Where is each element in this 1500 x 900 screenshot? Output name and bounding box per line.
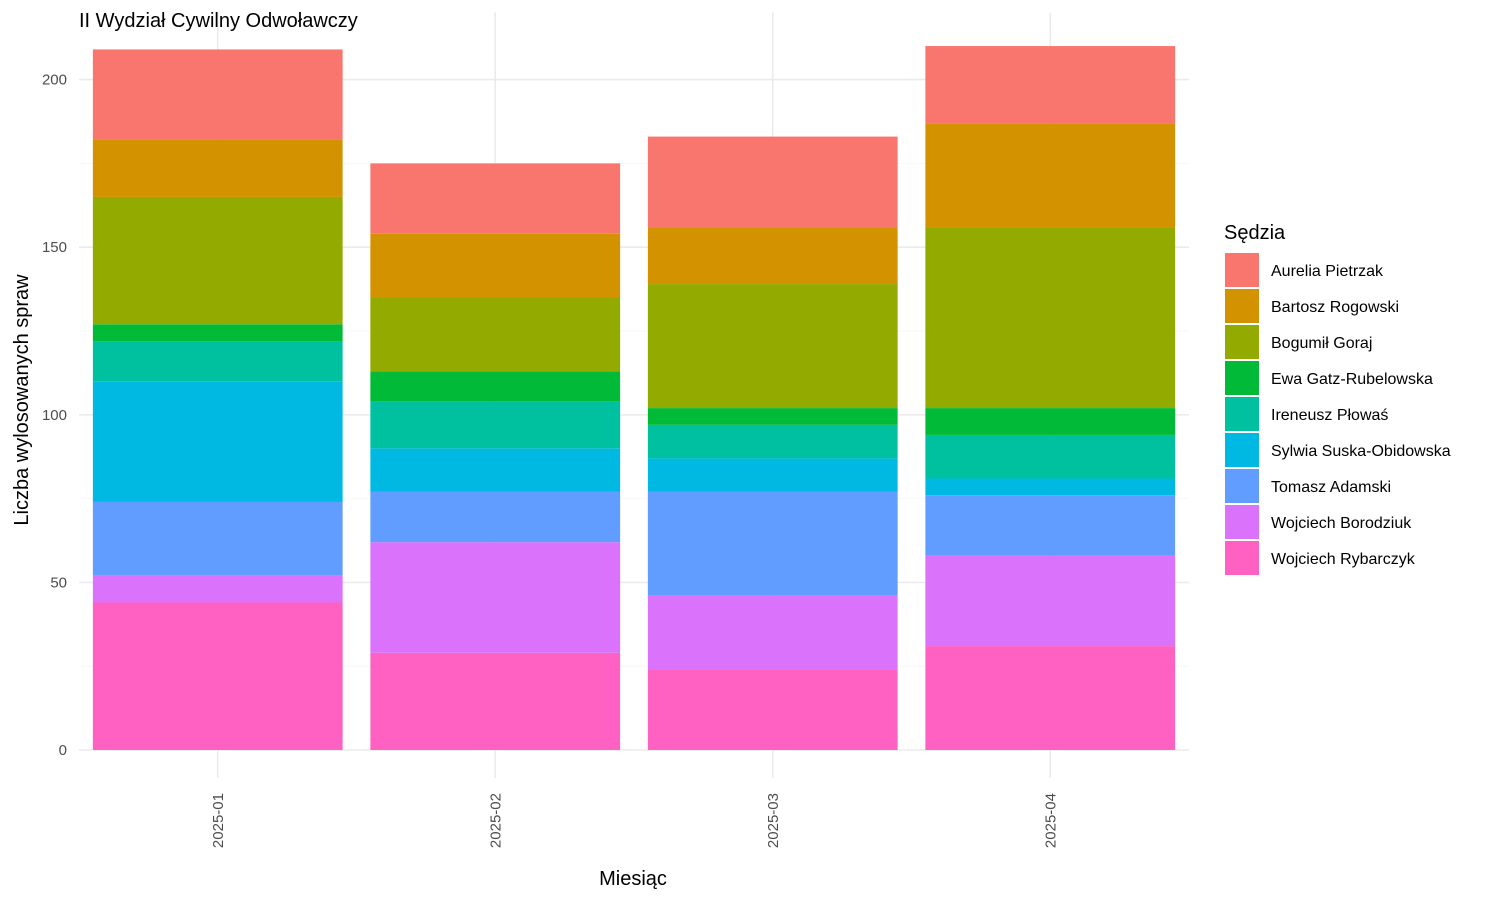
bar-segment [92, 575, 343, 603]
legend-label: Bartosz Rogowski [1271, 299, 1399, 316]
bar-segment [647, 136, 898, 228]
y-tick-label: 200 [42, 72, 67, 89]
legend-swatch [1225, 397, 1259, 431]
y-tick-label: 100 [42, 407, 67, 424]
chart-title: II Wydział Cywilny Odwoławczy [79, 10, 358, 32]
legend-label: Ewa Gatz-Rubelowska [1271, 371, 1433, 388]
bars [92, 46, 1176, 750]
x-tick-label: 2025-03 [765, 793, 782, 848]
bar-segment [647, 491, 898, 596]
bar-segment [370, 652, 621, 750]
bar-segment [370, 371, 621, 402]
legend-label: Wojciech Borodziuk [1271, 515, 1412, 532]
legend-swatch [1225, 325, 1259, 359]
legend-label: Bogumił Goraj [1271, 335, 1372, 352]
bar-segment [92, 49, 343, 140]
bar-segment [370, 297, 621, 372]
legend-swatch [1225, 469, 1259, 503]
bar-segment [92, 324, 343, 342]
legend-swatch [1225, 433, 1259, 467]
y-axis-ticks: 0 50 100 150 200 [42, 72, 67, 759]
bar-segment [647, 595, 898, 670]
legend-label: Ireneusz Płowaś [1271, 407, 1388, 424]
bar-segment [92, 602, 343, 750]
bar-segment [925, 495, 1176, 556]
legend-swatch [1225, 289, 1259, 323]
x-axis-title: Miesiąc [599, 868, 667, 890]
bar-segment [647, 284, 898, 409]
bar-segment [92, 196, 343, 325]
bar-segment [925, 555, 1176, 647]
legend-label: Tomasz Adamski [1271, 479, 1391, 496]
legend-swatch [1225, 541, 1259, 575]
bar-segment [647, 669, 898, 750]
bar-segment [647, 408, 898, 425]
y-tick-label: 150 [42, 239, 67, 256]
bar-segment [647, 458, 898, 492]
y-axis-title: Liczba wylosowanych spraw [11, 274, 33, 526]
x-tick-label: 2025-04 [1042, 793, 1059, 848]
y-tick-label: 0 [59, 742, 67, 759]
x-axis-ticks: 2025-01 2025-02 2025-03 2025-04 [210, 793, 1060, 848]
bar-segment [925, 46, 1176, 124]
legend-swatch [1225, 361, 1259, 395]
bar-segment [370, 491, 621, 543]
bar-segment [647, 227, 898, 285]
bar-segment [925, 408, 1176, 435]
bar-segment [92, 381, 343, 502]
bar-segment [92, 501, 343, 576]
legend: Sędzia Aurelia Pietrzak Bartosz Rogowski B… [1224, 222, 1451, 575]
legend-swatch [1225, 253, 1259, 287]
y-tick-label: 50 [50, 574, 67, 591]
bar-segment [925, 434, 1176, 479]
x-tick-label: 2025-01 [210, 793, 227, 848]
bar-segment [370, 448, 621, 492]
legend-label: Aurelia Pietrzak [1271, 263, 1384, 280]
bar-segment [370, 401, 621, 449]
bar-segment [92, 341, 343, 382]
bar-segment [92, 139, 343, 197]
bar-segment [370, 163, 621, 234]
legend-label: Wojciech Rybarczyk [1271, 551, 1416, 568]
bar-segment [925, 478, 1176, 496]
bar-segment [647, 424, 898, 459]
bar-segment [925, 646, 1176, 750]
bar-segment [370, 542, 621, 653]
legend-swatch [1225, 505, 1259, 539]
bar-segment [925, 123, 1176, 228]
legend-title: Sędzia [1224, 222, 1286, 244]
bar-segment [925, 227, 1176, 409]
x-tick-label: 2025-02 [487, 793, 504, 848]
bar-segment [370, 233, 621, 298]
legend-label: Sylwia Suska-Obidowska [1271, 443, 1451, 460]
